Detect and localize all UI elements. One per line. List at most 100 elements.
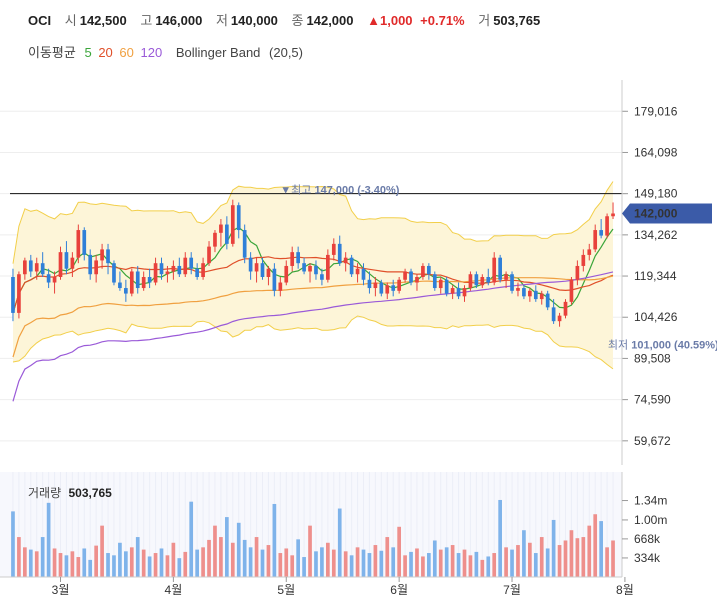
candle-body xyxy=(70,257,75,269)
candle-body xyxy=(498,257,502,280)
volume-bar xyxy=(468,555,473,577)
candle-body xyxy=(522,288,526,297)
candle-body xyxy=(23,260,27,275)
volume-bar xyxy=(147,556,152,577)
price-tick-label: 119,344 xyxy=(634,269,677,283)
candle-body xyxy=(290,252,295,266)
candle-body xyxy=(254,263,259,272)
quote-header: OCI 시 142,500 고 146,000 저 140,000 종 142,000 … xyxy=(28,10,550,29)
volume-bar xyxy=(486,556,491,577)
volume-bar xyxy=(278,553,283,577)
volume-bar xyxy=(397,526,401,577)
volume-bar xyxy=(254,537,259,577)
volume-bar xyxy=(456,553,461,577)
volume-bar xyxy=(141,549,146,577)
candle-body xyxy=(349,257,354,275)
volume-tick-label: 1.34m xyxy=(634,494,667,508)
volume-bar xyxy=(230,542,235,577)
volume-bar xyxy=(361,549,366,577)
low-label: 저 xyxy=(215,13,228,28)
volume-bar xyxy=(106,553,110,577)
bb-label[interactable]: Bollinger Band xyxy=(175,45,261,60)
volume-bar xyxy=(337,508,342,577)
high-label: 고 xyxy=(140,13,153,28)
candlestick-series xyxy=(11,199,615,327)
candle-body xyxy=(320,274,324,280)
candle-body xyxy=(159,263,164,275)
candle-body xyxy=(28,260,33,272)
candle-body xyxy=(486,277,491,283)
volume-bar xyxy=(409,551,413,577)
candle-body xyxy=(587,249,592,255)
ma-20[interactable]: 20 xyxy=(98,45,113,60)
volume-bar xyxy=(118,542,122,577)
volume-bar xyxy=(320,547,324,577)
candle-body xyxy=(141,277,146,289)
candle-body xyxy=(17,274,21,313)
volume-bar xyxy=(272,503,277,577)
candle-body xyxy=(266,268,271,277)
low-annotation-value: 101,000 xyxy=(631,340,671,352)
candle-body xyxy=(504,274,508,280)
candle-body xyxy=(462,288,467,297)
high-annotation-prefix: ▼최고 xyxy=(280,184,311,197)
ma-120[interactable]: 120 xyxy=(140,45,163,60)
volume-bar xyxy=(64,555,69,577)
volume-bar xyxy=(510,549,514,577)
volume-bar xyxy=(539,537,544,577)
volume-bar xyxy=(195,549,199,577)
ma-60[interactable]: 60 xyxy=(119,45,134,60)
date-tick-label: 4월 xyxy=(165,583,183,597)
bollinger-upper-line xyxy=(12,181,614,264)
volume-bar xyxy=(236,522,241,577)
volume-bar xyxy=(427,553,431,577)
current-price-tag: 142,000 xyxy=(622,203,712,224)
candle-body xyxy=(82,230,87,255)
volume-bar xyxy=(88,559,93,577)
price-tick-label: 104,426 xyxy=(634,310,678,324)
volume-bar xyxy=(76,557,81,577)
volume-bar xyxy=(266,545,271,577)
volume-bar xyxy=(159,548,164,577)
candle-body xyxy=(34,263,39,272)
volume-bar xyxy=(444,547,449,577)
change-pct: +0.71% xyxy=(420,13,465,28)
volume-bar xyxy=(225,517,229,577)
volume-bar xyxy=(153,553,158,577)
volume-bar xyxy=(563,540,568,577)
candle-body xyxy=(427,265,431,275)
candle-body xyxy=(557,315,562,322)
candle-body xyxy=(242,230,247,258)
candle-body xyxy=(177,265,182,275)
candle-body xyxy=(528,290,532,297)
candle-body xyxy=(450,288,455,294)
volume-bar xyxy=(545,548,550,577)
low-annotation-pct: (40.59%) xyxy=(674,340,717,352)
bollinger-lower-line xyxy=(12,315,614,370)
candle-body xyxy=(296,252,300,264)
volume-bar xyxy=(290,555,295,577)
volume-bar xyxy=(569,530,574,577)
candle-body xyxy=(581,254,586,266)
candle-body xyxy=(403,271,407,280)
volume-bar xyxy=(385,537,390,577)
price-tick-label: 164,098 xyxy=(634,145,678,159)
volume-bar xyxy=(343,551,348,577)
volume-bar xyxy=(58,553,63,577)
volume-title-value: 503,765 xyxy=(68,486,112,500)
volume-bar xyxy=(94,545,98,577)
candle-body xyxy=(40,263,45,275)
high-annotation-pct: (-3.40%) xyxy=(357,185,400,197)
volume-bar xyxy=(314,551,318,577)
candle-body xyxy=(432,274,437,289)
candle-body xyxy=(284,265,289,283)
candle-body xyxy=(183,257,188,275)
volume-bar xyxy=(260,549,265,577)
volume-bar xyxy=(533,553,538,577)
volume-bar xyxy=(124,551,128,577)
volume-bar xyxy=(331,549,336,577)
volume-tick-label: 1.00m xyxy=(634,513,667,527)
candle-body xyxy=(11,277,15,313)
ma-5[interactable]: 5 xyxy=(84,45,92,60)
